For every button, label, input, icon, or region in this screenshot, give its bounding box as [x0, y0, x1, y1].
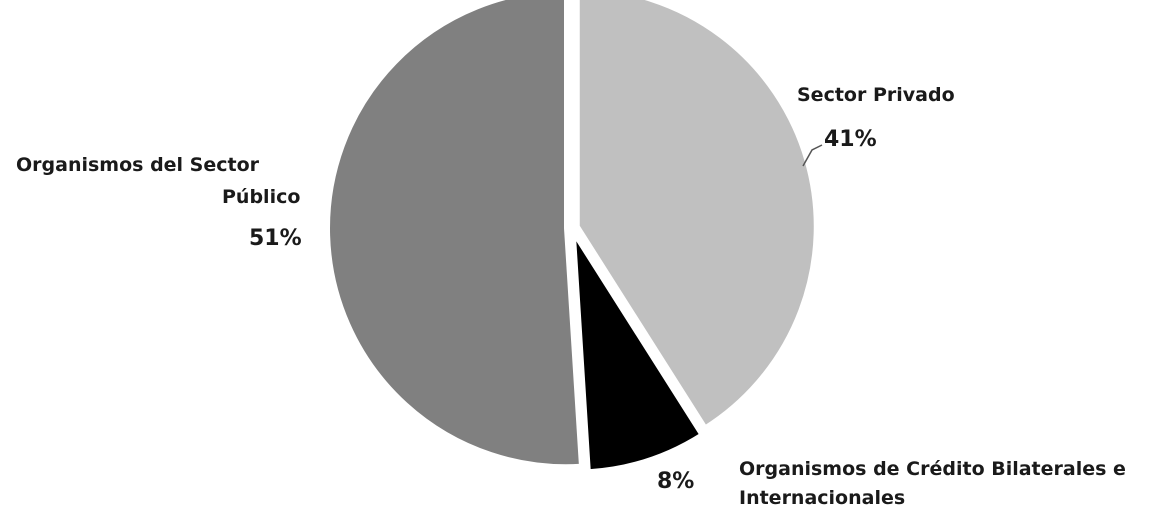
label-organismos-sector-publico-line1: Organismos del Sector	[16, 154, 260, 176]
data-label-organismos-sector-publico: 51%	[249, 226, 302, 251]
data-label-sector-privado: 41%	[824, 127, 877, 152]
pie-slice-organismos-credito	[571, 232, 705, 474]
label-sector-privado: Sector Privado	[797, 84, 955, 106]
label-organismos-credito-line1: Organismos de Crédito Bilaterales e	[739, 458, 1126, 480]
label-organismos-sector-publico-line2: Público	[222, 186, 301, 208]
leader-line-sector-privado	[802, 144, 823, 167]
data-label-organismos-credito: 8%	[657, 469, 695, 494]
label-organismos-credito-line2: Internacionales	[739, 487, 906, 509]
pie-slices	[326, 0, 818, 474]
pie-slice-organismos-sector-publico	[326, 0, 584, 469]
